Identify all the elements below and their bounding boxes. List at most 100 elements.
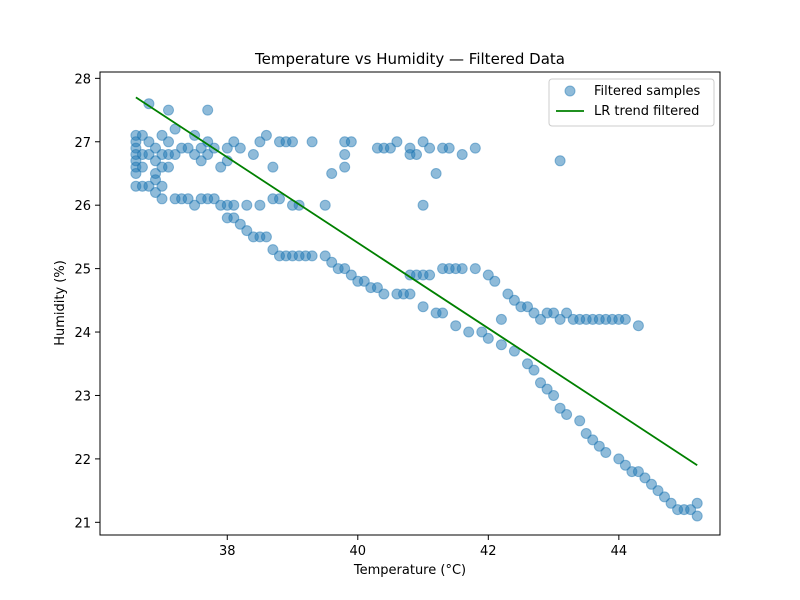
data-point: [260, 129, 272, 141]
data-point: [254, 199, 266, 211]
data-point: [163, 104, 174, 116]
data-point: [267, 161, 279, 173]
data-point: [150, 174, 161, 186]
data-point: [613, 453, 625, 465]
data-point: [150, 155, 161, 167]
data-point: [482, 269, 494, 281]
y-tick-label: 24: [74, 326, 91, 341]
data-point: [130, 168, 142, 179]
trend-line-layer: [135, 96, 698, 466]
data-point: [476, 326, 488, 338]
data-point: [339, 149, 351, 160]
data-point: [156, 129, 168, 141]
data-point: [482, 332, 494, 344]
y-tick-label: 23: [74, 389, 91, 404]
legend-scatter-marker: [564, 85, 576, 97]
data-point: [182, 142, 194, 154]
data-point: [234, 218, 246, 230]
data-point: [189, 199, 201, 211]
data-point: [554, 155, 566, 167]
y-tick-label: 22: [74, 453, 91, 468]
data-point: [143, 180, 155, 192]
data-point: [182, 193, 194, 205]
data-point: [169, 149, 181, 160]
data-point: [632, 466, 644, 478]
data-point: [202, 149, 214, 160]
data-point: [587, 434, 599, 446]
data-point: [495, 313, 507, 325]
data-point: [535, 377, 546, 389]
data-point: [417, 136, 429, 148]
data-point: [143, 136, 155, 148]
data-point: [469, 263, 481, 275]
data-point: [371, 282, 383, 294]
data-point: [535, 313, 546, 325]
data-point: [430, 168, 442, 179]
legend-label-trend: LR trend filtered: [594, 104, 699, 119]
legend-box: [548, 78, 715, 127]
data-point: [345, 136, 357, 148]
y-tick-label: 26: [74, 199, 91, 214]
data-point: [136, 161, 148, 173]
data-point: [150, 142, 161, 154]
chart-title: Temperature vs Humidity — Filtered Data: [254, 50, 565, 68]
data-point: [345, 269, 357, 281]
data-point: [195, 142, 207, 154]
data-point: [443, 142, 455, 154]
data-point: [417, 199, 429, 211]
y-tick-label: 25: [74, 263, 91, 278]
data-point: [632, 320, 644, 332]
data-point: [228, 212, 240, 224]
data-point: [189, 149, 201, 160]
data-point: [384, 142, 396, 154]
data-point: [404, 288, 416, 300]
data-point: [234, 142, 246, 154]
x-axis: 38 40 42 44: [219, 535, 627, 559]
data-point: [522, 358, 533, 370]
data-point: [541, 383, 553, 395]
data-point: [652, 485, 664, 497]
data-point: [528, 364, 540, 376]
data-point: [561, 409, 573, 420]
data-point: [228, 136, 240, 148]
data-point: [528, 307, 540, 319]
data-point: [691, 497, 703, 509]
data-point: [241, 225, 253, 237]
data-point: [685, 504, 697, 516]
data-point: [548, 307, 560, 319]
data-point: [287, 136, 298, 148]
data-point: [522, 301, 533, 313]
data-point: [593, 440, 605, 452]
data-point: [495, 339, 507, 351]
data-point: [391, 136, 403, 148]
x-tick-label: 38: [219, 544, 236, 559]
data-point: [143, 149, 155, 160]
data-point: [450, 320, 462, 332]
data-point: [548, 390, 560, 401]
data-point: [456, 263, 468, 275]
data-point: [156, 180, 168, 192]
data-point: [156, 193, 168, 205]
data-point: [424, 142, 436, 154]
data-point: [554, 313, 566, 325]
data-point: [417, 301, 429, 313]
data-point: [580, 428, 592, 439]
data-point: [254, 136, 266, 148]
data-point: [136, 129, 148, 141]
x-tick-label: 44: [611, 544, 628, 559]
y-tick-label: 28: [74, 72, 91, 87]
trend-line: [135, 96, 698, 466]
data-point: [319, 199, 331, 211]
data-point: [150, 187, 161, 198]
data-point: [319, 250, 331, 262]
data-point: [665, 497, 677, 509]
data-point: [326, 256, 338, 268]
plot-frame: [99, 71, 721, 536]
legend: Filtered samples LR trend filtered: [548, 78, 715, 127]
y-tick-label: 21: [74, 516, 91, 531]
data-point: [221, 142, 233, 154]
data-point: [241, 199, 253, 211]
data-point: [195, 155, 207, 167]
data-point: [163, 161, 174, 173]
